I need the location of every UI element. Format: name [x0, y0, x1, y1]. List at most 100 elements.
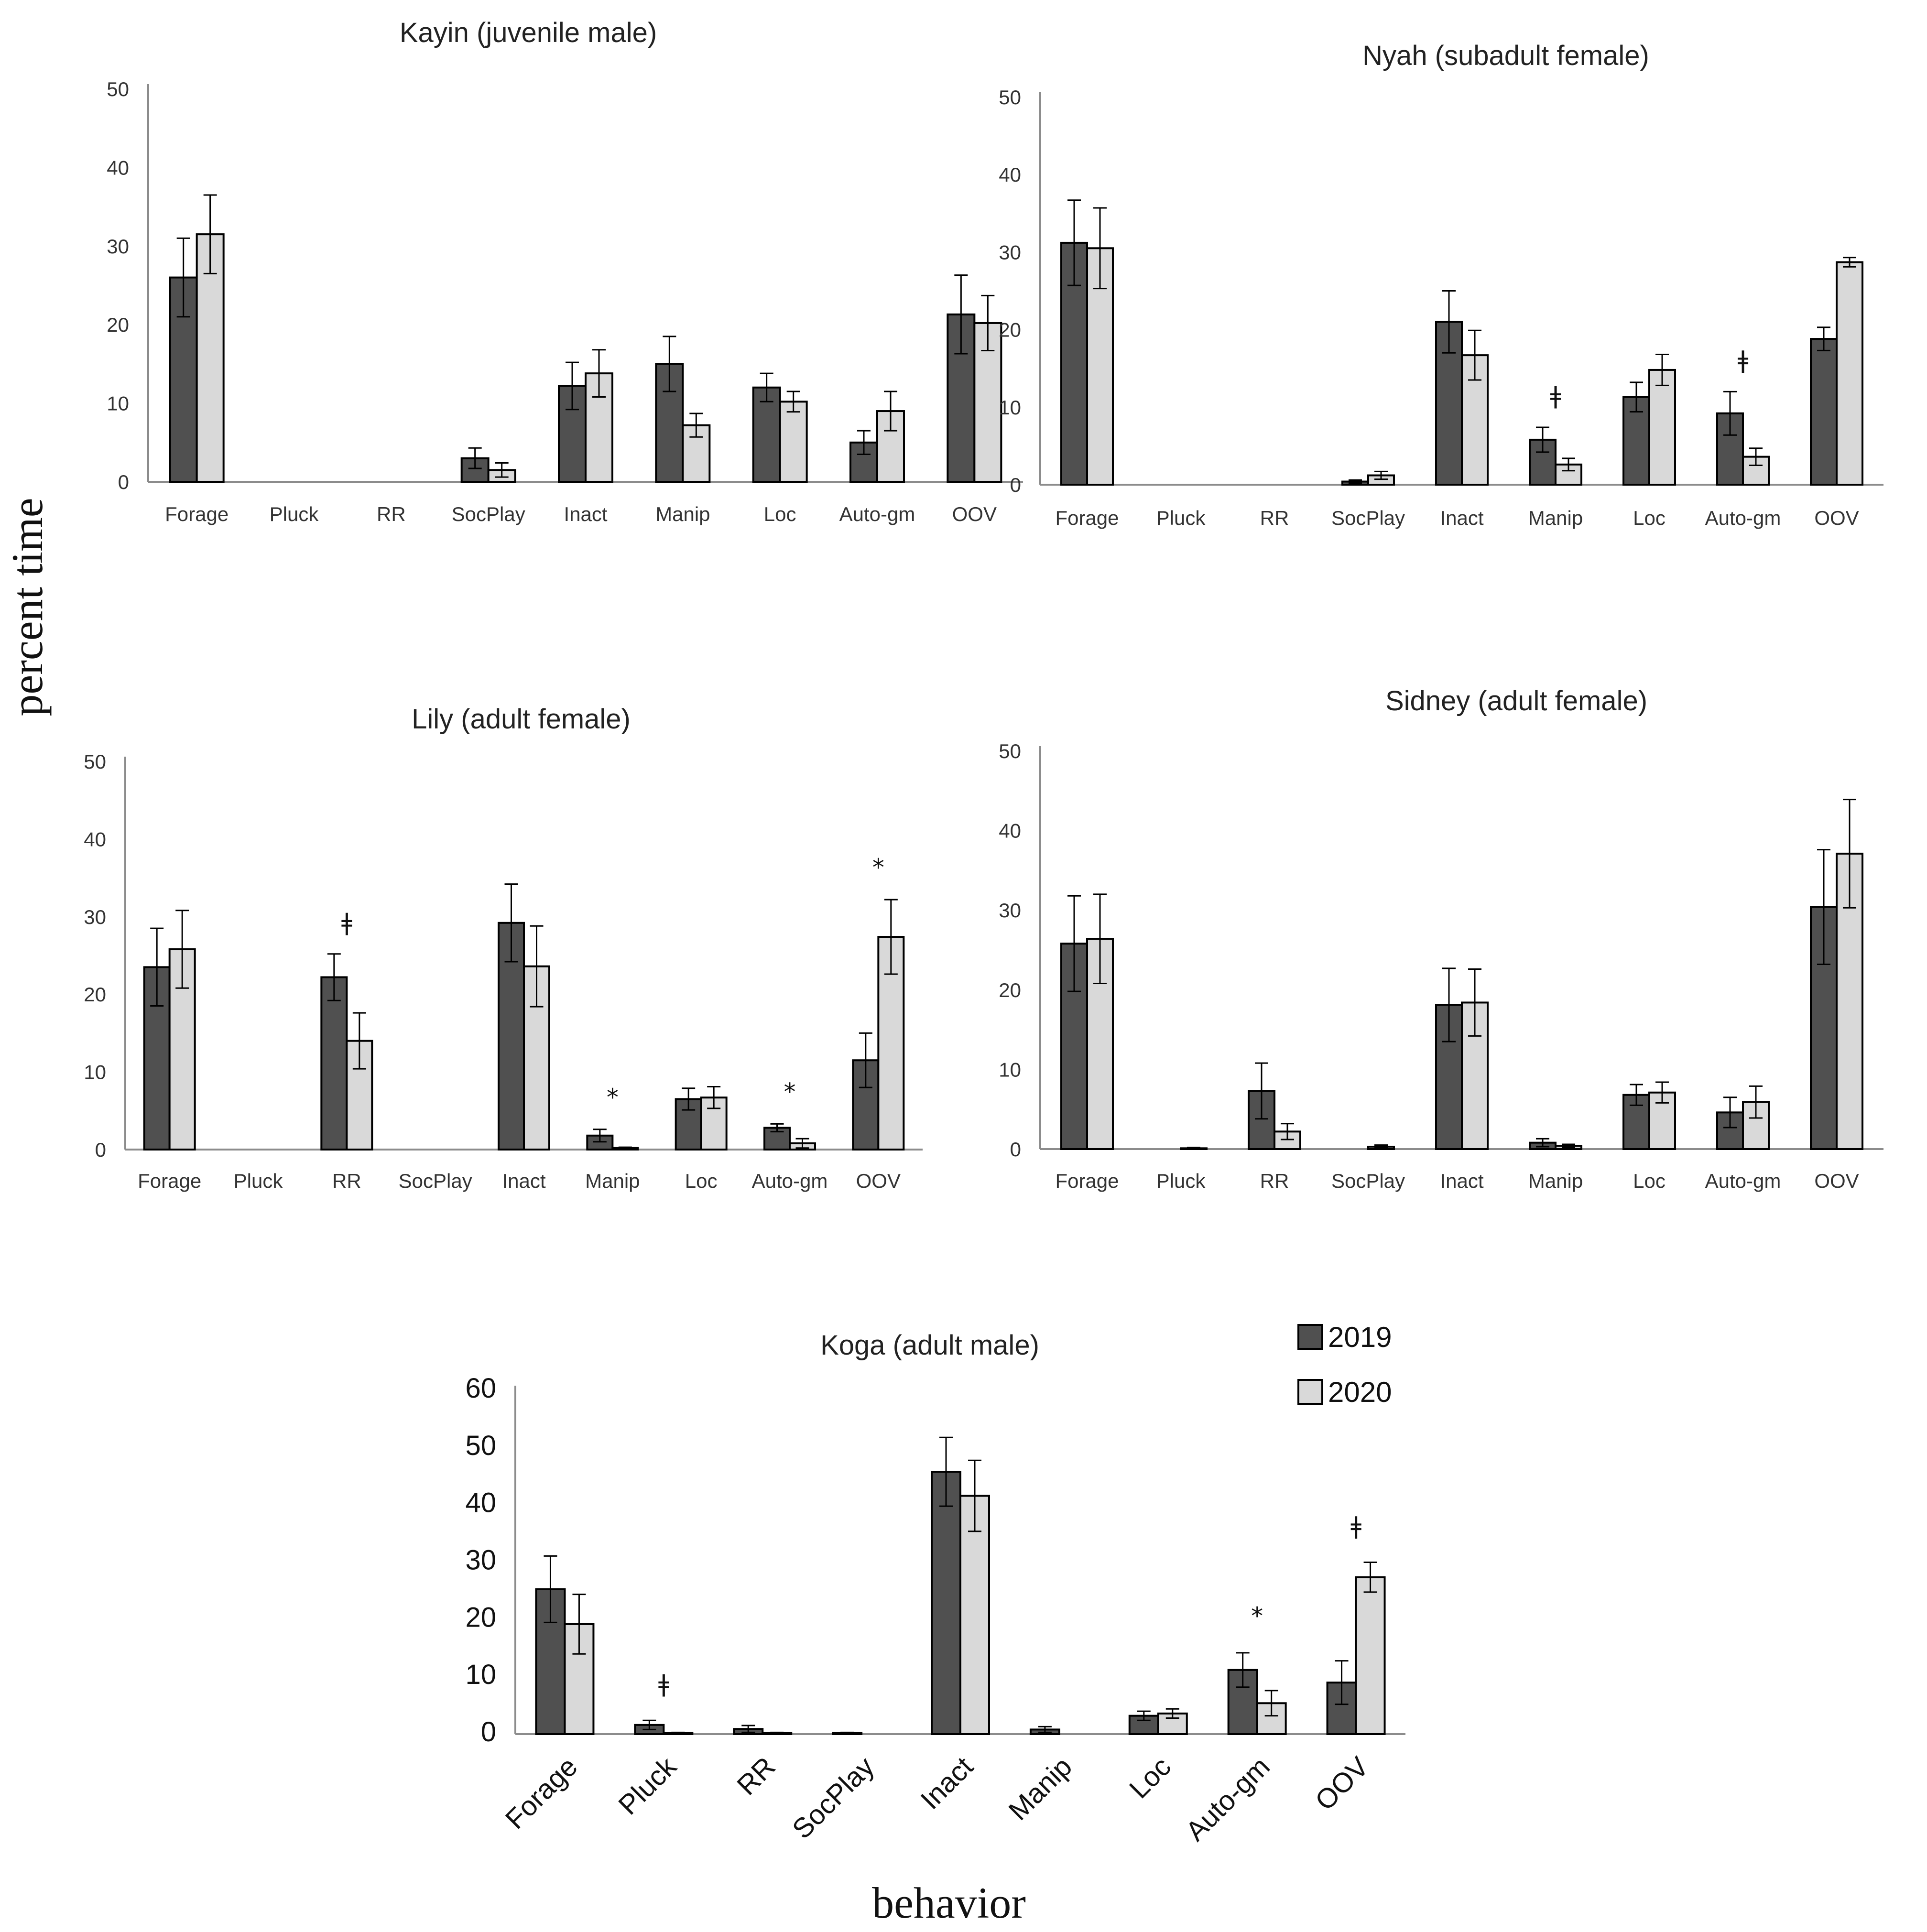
category-inact: Inact: [1435, 290, 1489, 529]
y-tick-label: 30: [84, 906, 106, 928]
y-tick-label: 50: [84, 750, 106, 773]
category-auto-gm: Auto-gm: [1705, 1085, 1781, 1192]
category-loc: Loc: [1622, 354, 1676, 529]
y-tick-label: 30: [465, 1545, 496, 1576]
category-auto-gm: Auto-gm: [1180, 1652, 1287, 1847]
legend-item-2019: 2019: [1297, 1321, 1392, 1353]
x-tick-label: RR: [1260, 1170, 1289, 1192]
x-tick-label: Manip: [1002, 1751, 1078, 1826]
y-tick-label: 30: [999, 241, 1021, 263]
category-auto-gm: Auto-gm: [752, 1123, 828, 1192]
category-manip: Manip: [1528, 426, 1583, 529]
bar-2019: [320, 976, 348, 1151]
x-axis-label: behavior: [872, 1878, 1026, 1927]
y-tick-label: 50: [999, 740, 1021, 762]
x-tick-label: Forage: [138, 1170, 201, 1192]
bar-2020: [959, 1495, 990, 1736]
chart-title: Koga (adult male): [820, 1330, 1039, 1361]
x-tick-label: SocPlay: [452, 503, 525, 525]
bar-2019: [1810, 338, 1838, 486]
category-socplay: SocPlay: [1331, 1144, 1405, 1192]
legend-swatch: [1297, 1379, 1323, 1405]
y-tick-label: 40: [999, 163, 1021, 186]
x-tick-label: RR: [332, 1170, 361, 1192]
x-tick-label: Inact: [502, 1170, 545, 1192]
y-tick-label: 60: [465, 1373, 496, 1404]
category-manip: Manip: [1002, 1726, 1078, 1826]
category-inact: Inact: [498, 883, 550, 1192]
x-tick-label: Manip: [1528, 1170, 1583, 1192]
category-forage: Forage: [138, 910, 201, 1192]
y-tick-label: 0: [1010, 1138, 1021, 1161]
y-tick-label: 40: [107, 156, 129, 179]
bar-2020: [779, 401, 808, 483]
x-tick-label: SocPlay: [786, 1751, 880, 1845]
panel-lily: Lily (adult female) 0 10 20 30 40 50 Forage Pluc…: [84, 704, 923, 1192]
chart-title: Nyah (subadult female): [1362, 40, 1649, 71]
chart-title: Kayin (juvenile male): [400, 17, 657, 48]
legend-swatch: [1297, 1324, 1323, 1350]
category-auto-gm: Auto-gm: [1705, 391, 1781, 529]
significance-marker: *: [872, 854, 884, 881]
x-tick-label: Inact: [915, 1751, 979, 1815]
x-tick-label: Auto-gm: [1705, 1170, 1781, 1192]
category-forage: Forage: [1055, 893, 1119, 1192]
bar-2019: [931, 1471, 961, 1735]
x-tick-label: RR: [377, 503, 406, 525]
x-tick-label: Pluck: [1156, 1170, 1206, 1192]
x-tick-label: Auto-gm: [752, 1170, 828, 1192]
x-tick-label: Loc: [764, 503, 796, 525]
category-socplay: SocPlay: [399, 1170, 472, 1192]
bar-2020: [196, 233, 225, 483]
category-inact: Inact: [915, 1436, 990, 1815]
category-rr: RR: [377, 503, 406, 525]
x-tick-label: Forage: [1055, 507, 1119, 529]
x-tick-label: Forage: [165, 503, 229, 525]
legend-label: 2020: [1328, 1376, 1392, 1408]
significance-marker: *: [784, 1078, 796, 1106]
y-tick-label: 0: [1010, 474, 1021, 496]
y-tick-label: 50: [465, 1430, 496, 1461]
category-pluck: Pluck: [270, 503, 319, 525]
category-pluck: Pluck: [234, 1170, 283, 1192]
x-tick-label: Auto-gm: [839, 503, 915, 525]
x-tick-label: Forage: [1055, 1170, 1119, 1192]
category-oov: OOV: [1810, 799, 1863, 1192]
y-tick-label: 10: [465, 1659, 496, 1690]
category-oov: OOV: [852, 899, 905, 1192]
y-tick-label: 40: [465, 1487, 496, 1519]
x-tick-label: SocPlay: [1331, 507, 1405, 529]
x-tick-label: SocPlay: [1331, 1170, 1405, 1192]
category-rr: RR: [1260, 507, 1289, 529]
x-tick-label: OOV: [1814, 1170, 1859, 1192]
category-inact: Inact: [558, 349, 613, 525]
category-inact: Inact: [1435, 967, 1489, 1192]
x-tick-label: Pluck: [612, 1751, 683, 1821]
legend-label: 2019: [1328, 1321, 1392, 1353]
significance-marker: ǂ: [658, 1670, 669, 1697]
y-tick-label: 20: [84, 983, 106, 1006]
x-tick-label: OOV: [1309, 1751, 1375, 1816]
category-manip: Manip: [1528, 1138, 1583, 1192]
category-pluck: Pluck: [1156, 507, 1206, 529]
category-rr: RR: [320, 953, 373, 1192]
category-loc: Loc: [1123, 1708, 1188, 1804]
y-tick-label: 0: [481, 1716, 496, 1747]
bar-2020: [1836, 261, 1863, 486]
x-tick-label: Loc: [1633, 1170, 1666, 1192]
y-tick-label: 20: [999, 319, 1021, 341]
x-tick-label: Inact: [1440, 507, 1483, 529]
x-tick-label: Pluck: [234, 1170, 283, 1192]
significance-marker: *: [607, 1084, 619, 1111]
bar-2019: [498, 922, 525, 1151]
significance-marker: ǂ: [1738, 346, 1749, 373]
legend-item-2020: 2020: [1297, 1376, 1392, 1408]
y-tick-label: 30: [107, 235, 129, 258]
y-tick-label: 50: [107, 78, 129, 100]
y-tick-label: 20: [107, 314, 129, 336]
y-tick-label: 10: [999, 396, 1021, 419]
category-rr: RR: [731, 1725, 793, 1801]
x-tick-label: Manip: [655, 503, 710, 525]
x-tick-label: Auto-gm: [1180, 1751, 1276, 1847]
